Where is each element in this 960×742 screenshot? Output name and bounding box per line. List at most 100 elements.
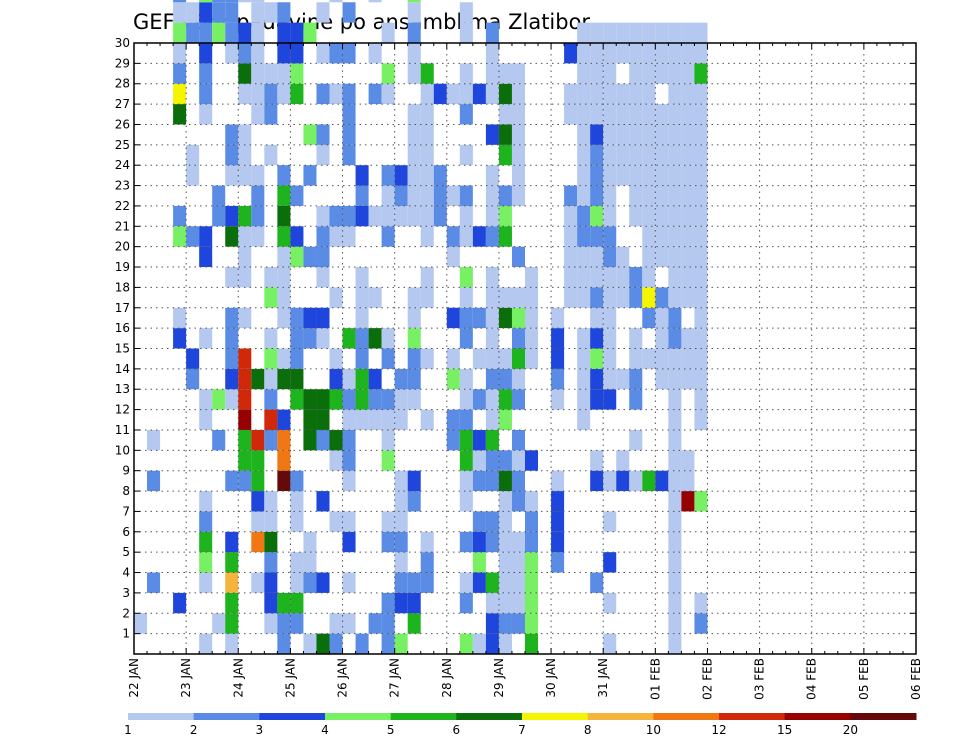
heatmap-cell: [446, 429, 460, 451]
heatmap-cell: [551, 511, 565, 532]
heatmap-cell: [342, 226, 356, 247]
heatmap-cell: [616, 165, 630, 186]
heatmap-cell: [225, 144, 239, 166]
heatmap-cell: [277, 409, 291, 430]
y-tick-label: 12: [115, 403, 130, 417]
heatmap-cell: [603, 328, 617, 349]
heatmap-cell: [694, 83, 708, 105]
heatmap-cell: [290, 491, 304, 512]
heatmap-cell: [199, 2, 213, 23]
heatmap-cell: [681, 470, 695, 492]
y-tick-label: 11: [115, 423, 130, 437]
heatmap-cell: [446, 368, 460, 390]
heatmap-cell: [290, 470, 304, 492]
heatmap-cell: [694, 592, 708, 614]
heatmap-cell: [316, 226, 330, 247]
heatmap-cell: [225, 205, 239, 227]
heatmap-cell: [394, 592, 408, 614]
heatmap-cell: [616, 287, 630, 308]
heatmap-cell: [394, 205, 408, 227]
heatmap-cell: [485, 307, 499, 329]
heatmap-cell: [681, 328, 695, 349]
heatmap-cell: [668, 409, 682, 430]
heatmap-cell: [329, 613, 343, 634]
heatmap-cell: [355, 287, 369, 308]
heatmap-cell: [407, 491, 421, 512]
heatmap-cell: [316, 572, 330, 593]
heatmap-cell: [290, 43, 304, 64]
heatmap-cell: [511, 63, 525, 84]
x-tick-label: 04 FEB: [805, 658, 819, 700]
heatmap-cell: [407, 165, 421, 186]
heatmap-cell: [407, 0, 421, 3]
heatmap-cell: [629, 470, 643, 492]
heatmap-cell: [472, 307, 486, 329]
heatmap-cell: [303, 124, 317, 145]
color-legend: 1 2 3 4 5 6 7 8 10 12 15 20: [124, 713, 917, 737]
heatmap-cell: [668, 144, 682, 166]
legend-color-swatch: [850, 713, 917, 720]
y-tick-label: 21: [115, 219, 130, 233]
heatmap-cell: [212, 0, 226, 3]
heatmap-cell: [173, 0, 187, 3]
heatmap-cell: [264, 63, 278, 84]
legend-color-swatch: [193, 713, 260, 720]
heatmap-cell: [525, 491, 539, 512]
heatmap-cell: [511, 531, 525, 553]
heatmap-cell: [342, 613, 356, 634]
heatmap-cell: [511, 124, 525, 145]
heatmap-cell: [316, 83, 330, 105]
y-tick-label: 30: [115, 36, 130, 50]
heatmap-cell: [459, 491, 473, 512]
plot-gridlines: [134, 42, 916, 654]
heatmap-cell: [655, 124, 669, 145]
heatmap-cell: [564, 205, 578, 227]
heatmap-cell: [251, 205, 265, 227]
heatmap-cell: [694, 409, 708, 430]
heatmap-cell: [303, 389, 317, 410]
heatmap-cell: [329, 429, 343, 451]
heatmap-cell: [485, 328, 499, 349]
y-tick-label: 26: [115, 117, 130, 131]
heatmap-cell: [368, 43, 382, 64]
heatmap-cell: [342, 531, 356, 553]
heatmap-cell: [694, 307, 708, 329]
x-tick-label: 03 FEB: [753, 658, 767, 700]
heatmap-cell: [655, 287, 669, 308]
heatmap-cell: [459, 205, 473, 227]
heatmap-cell: [173, 43, 187, 64]
heatmap-cell: [251, 0, 265, 3]
heatmap-cell: [603, 83, 617, 105]
heatmap-cell: [459, 328, 473, 349]
legend-color-swatch: [653, 713, 720, 720]
heatmap-cell: [498, 185, 512, 206]
heatmap-cell: [603, 552, 617, 573]
heatmap-cell: [694, 491, 708, 512]
heatmap-cell: [199, 328, 213, 349]
heatmap-cell: [681, 185, 695, 206]
heatmap-cell: [577, 22, 591, 43]
legend-color-swatch: [522, 713, 589, 720]
heatmap-cell: [511, 368, 525, 390]
heatmap-cell: [616, 470, 630, 492]
heatmap-cell: [459, 22, 473, 43]
heatmap-cell: [642, 104, 656, 125]
heatmap-cell: [498, 83, 512, 105]
heatmap-cell: [564, 246, 578, 268]
heatmap-cell: [577, 368, 591, 390]
heatmap-cell: [655, 368, 669, 390]
heatmap-cell: [303, 633, 317, 654]
heatmap-cell: [694, 328, 708, 349]
y-tick-label: 25: [115, 138, 130, 152]
heatmap-cell: [668, 185, 682, 206]
heatmap-cell: [564, 267, 578, 288]
x-tick-label: 26 JAN: [336, 658, 350, 698]
heatmap-cell: [694, 246, 708, 268]
heatmap-cell: [472, 633, 486, 654]
heatmap-cell: [629, 144, 643, 166]
heatmap-cell: [264, 429, 278, 451]
heatmap-cell: [642, 287, 656, 308]
heatmap-cell: [498, 307, 512, 329]
heatmap-cell: [577, 124, 591, 145]
heatmap-cell: [342, 144, 356, 166]
